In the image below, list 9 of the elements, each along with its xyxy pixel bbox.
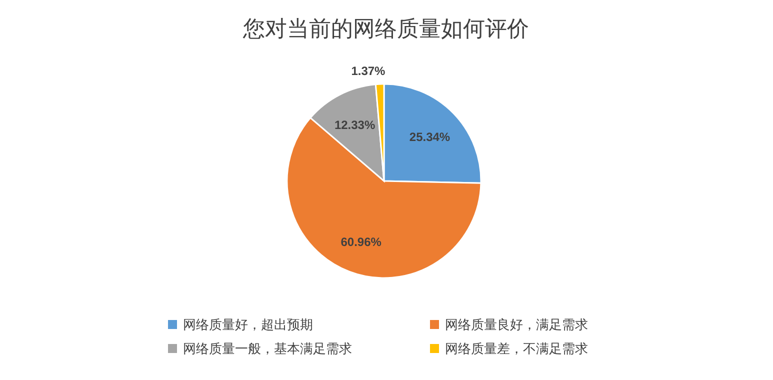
legend-label: 网络质量差，不满足需求	[445, 342, 588, 357]
data-label: 1.37%	[351, 64, 386, 78]
legend-label: 网络质量好，超出预期	[183, 318, 313, 333]
chart-title: 您对当前的网络质量如何评价	[242, 17, 529, 42]
data-label: 60.96%	[340, 234, 382, 249]
data-label: 12.33%	[334, 118, 376, 132]
legend-label: 网络质量良好，满足需求	[445, 318, 588, 333]
data-label: 25.34%	[409, 130, 450, 144]
legend-label: 网络质量一般，基本满足需求	[183, 342, 352, 357]
